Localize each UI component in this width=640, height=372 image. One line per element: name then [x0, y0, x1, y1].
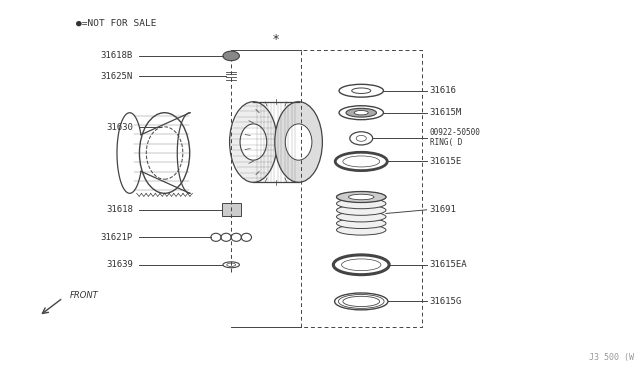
Text: *: * — [273, 33, 278, 46]
Ellipse shape — [230, 102, 277, 182]
Bar — [221, 203, 241, 217]
Text: J3 500 (W: J3 500 (W — [589, 353, 634, 362]
Text: 31615E: 31615E — [429, 157, 462, 166]
Ellipse shape — [349, 194, 374, 200]
Ellipse shape — [337, 225, 386, 235]
Text: 00922-50500: 00922-50500 — [429, 128, 481, 137]
Text: 31691: 31691 — [429, 205, 456, 214]
Text: 31618B: 31618B — [100, 51, 133, 60]
Text: 31618: 31618 — [106, 205, 133, 214]
Text: 31621P: 31621P — [100, 233, 133, 242]
Text: 31616: 31616 — [429, 86, 456, 95]
Circle shape — [223, 51, 239, 61]
Ellipse shape — [275, 102, 323, 182]
Ellipse shape — [337, 212, 386, 222]
Ellipse shape — [346, 108, 376, 117]
Text: 31615G: 31615G — [429, 297, 462, 306]
Text: 31630: 31630 — [106, 123, 133, 132]
Ellipse shape — [337, 192, 386, 202]
Text: ●=NOT FOR SALE: ●=NOT FOR SALE — [76, 19, 156, 28]
Ellipse shape — [337, 192, 386, 202]
Text: RING( D: RING( D — [429, 138, 462, 147]
Ellipse shape — [285, 124, 312, 160]
Text: FRONT: FRONT — [69, 291, 98, 301]
Ellipse shape — [240, 124, 267, 160]
Ellipse shape — [337, 205, 386, 215]
Text: 31615M: 31615M — [429, 108, 462, 117]
Text: 31625N: 31625N — [100, 71, 133, 81]
Ellipse shape — [337, 218, 386, 228]
Ellipse shape — [337, 198, 386, 209]
Text: 31615EA: 31615EA — [429, 260, 467, 269]
Text: 31639: 31639 — [106, 260, 133, 269]
Ellipse shape — [355, 110, 368, 115]
